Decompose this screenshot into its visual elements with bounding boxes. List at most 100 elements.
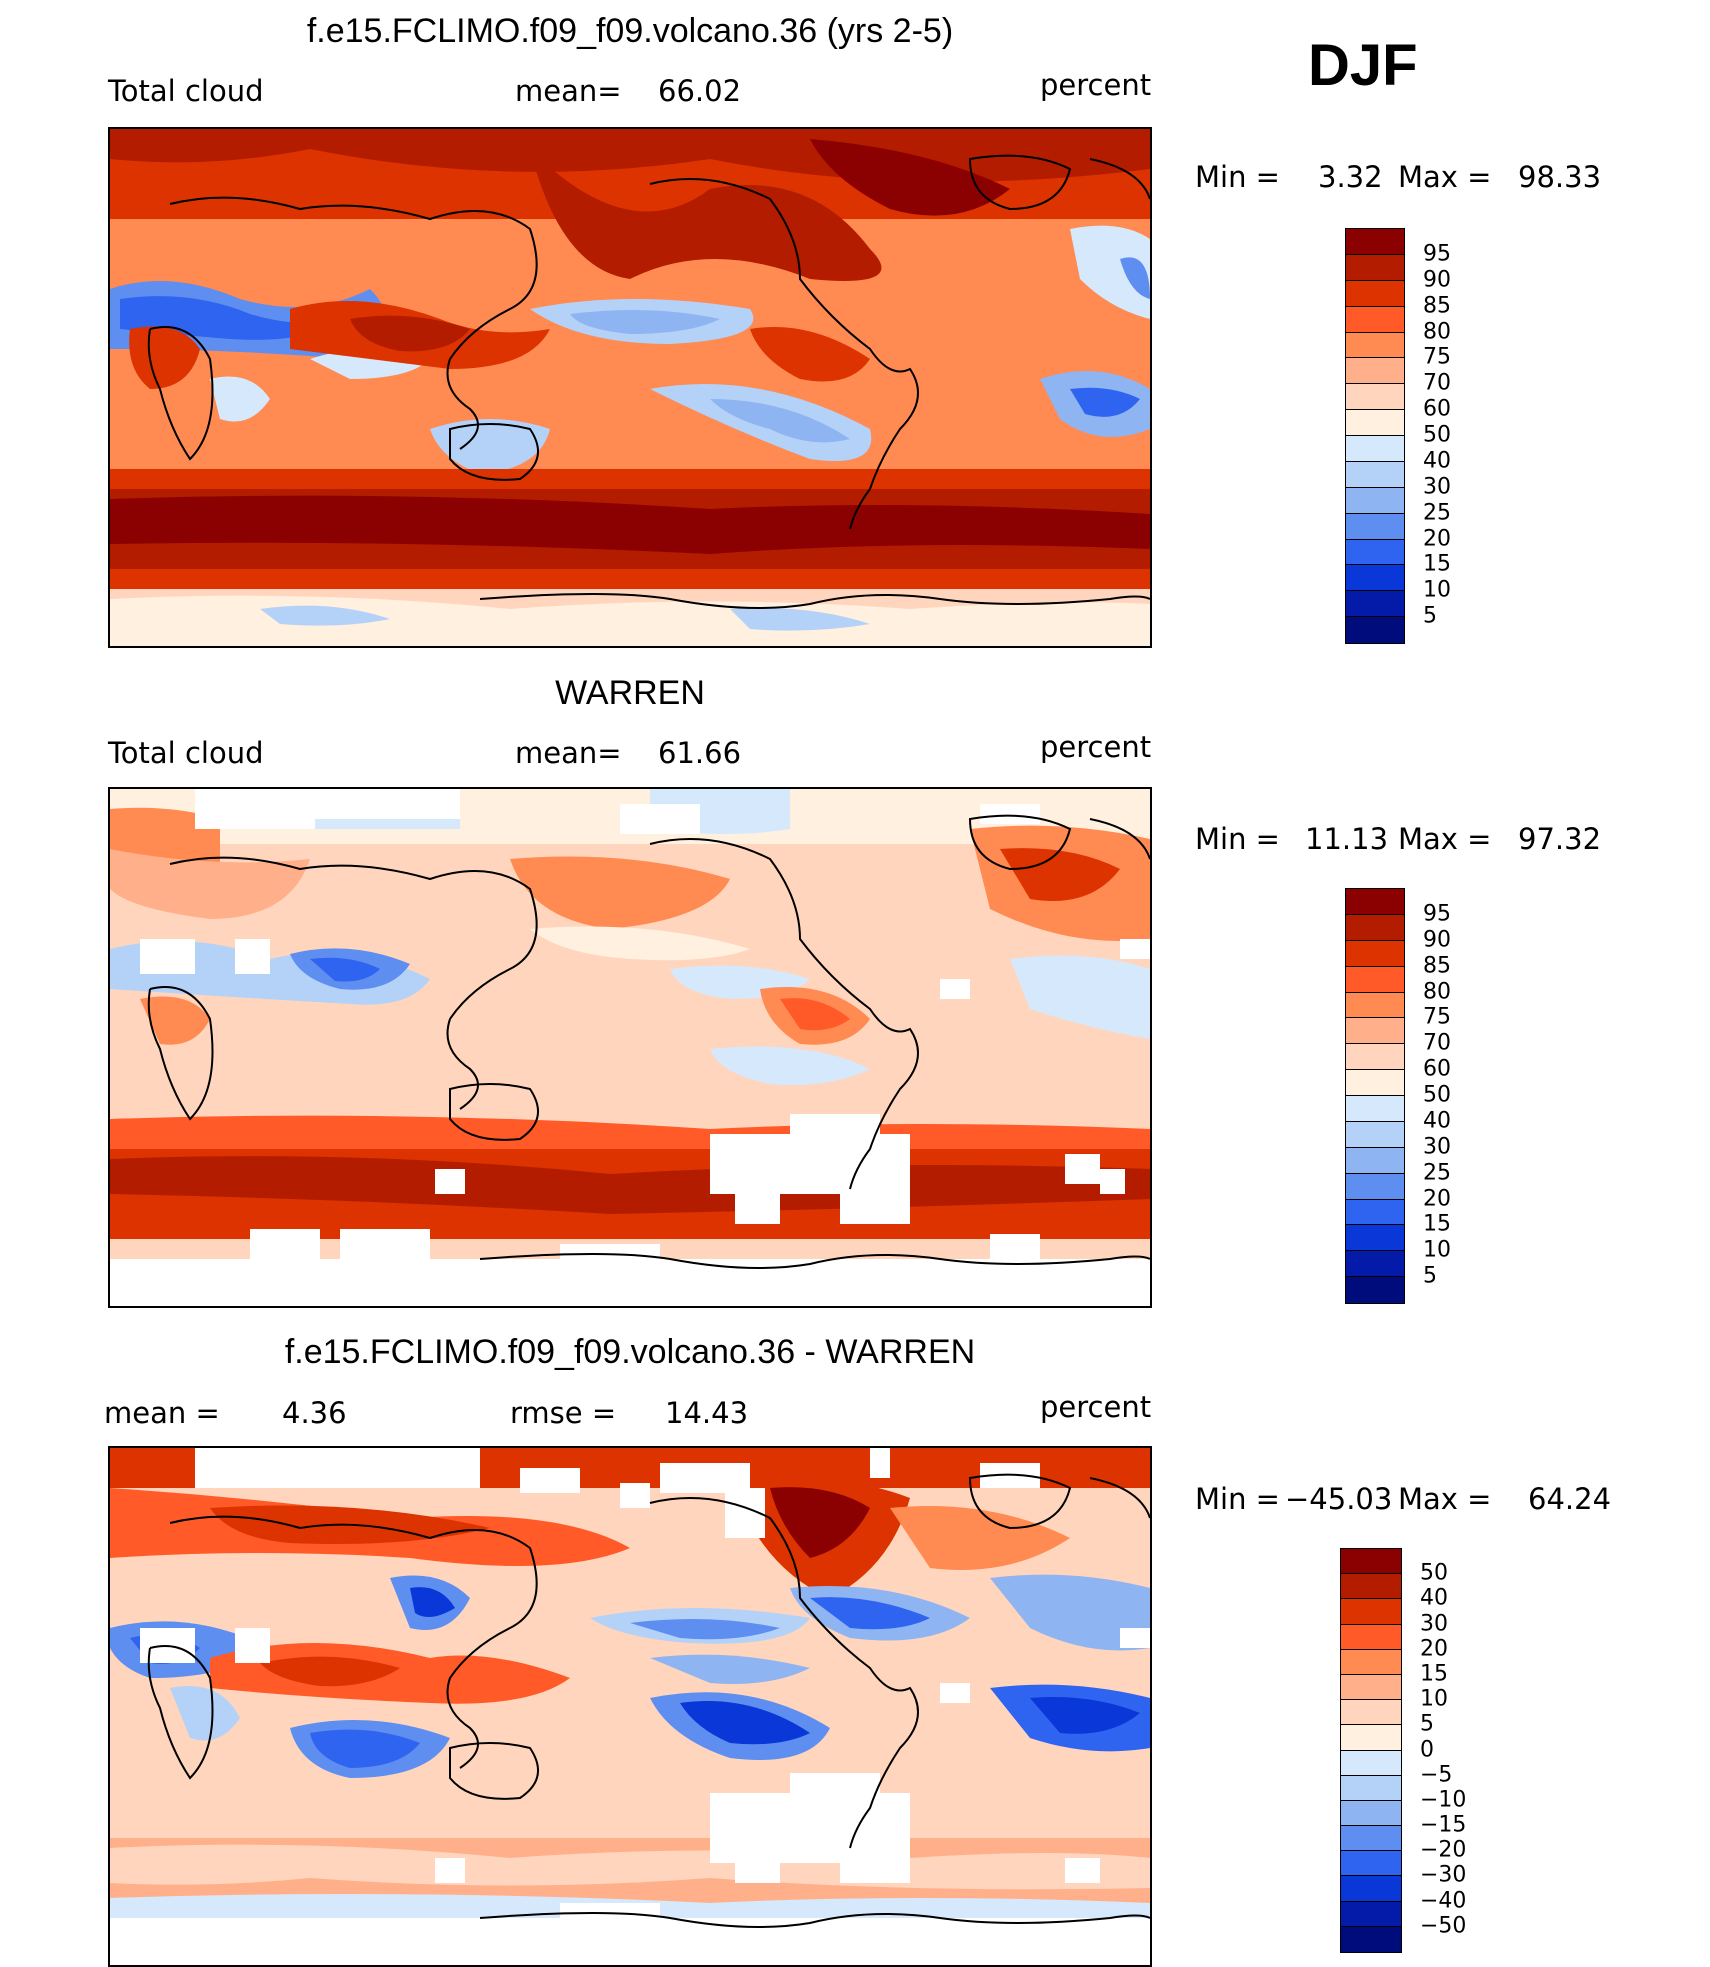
- colorbar-swatch: [1341, 1851, 1401, 1877]
- panel-3-title: f.e15.FCLIMO.f09_f09.volcano.36 - WARREN: [284, 1333, 976, 1371]
- colorbar-swatch: [1341, 1549, 1401, 1575]
- colorbar-swatch: [1346, 1121, 1404, 1148]
- colorbar-tick-label: 25: [1423, 500, 1451, 526]
- panel-2-min-value: 11.13: [1305, 822, 1389, 856]
- colorbar-tick-label: 50: [1423, 1082, 1451, 1108]
- panel-2-variable-label: Total cloud: [108, 736, 264, 770]
- panel-1-mean-label: mean=: [515, 74, 622, 108]
- panel-3-colorbar: [1340, 1548, 1402, 1953]
- panel-1-min-value: 3.32: [1318, 160, 1383, 194]
- colorbar-tick-label: 10: [1423, 577, 1451, 603]
- colorbar-swatch: [1346, 513, 1404, 540]
- colorbar-tick-label: −50: [1420, 1913, 1467, 1939]
- colorbar-swatch: [1346, 358, 1404, 385]
- panel-1-title: f.e15.FCLIMO.f09_f09.volcano.36 (yrs 2-5…: [306, 12, 954, 50]
- colorbar-tick-label: 95: [1423, 241, 1451, 267]
- colorbar-tick-label: 40: [1423, 1108, 1451, 1134]
- panel-3-mean-value: 4.36: [282, 1396, 347, 1430]
- colorbar-tick-label: 0: [1420, 1737, 1434, 1762]
- colorbar-swatch: [1341, 1750, 1401, 1776]
- colorbar-swatch: [1346, 306, 1404, 333]
- panel-3-units: percent: [1040, 1390, 1152, 1424]
- colorbar-tick-label: 60: [1423, 1056, 1451, 1082]
- panel-3-max-label: Max =: [1398, 1482, 1492, 1516]
- colorbar-swatch: [1346, 384, 1404, 411]
- colorbar-tick-label: 75: [1423, 1004, 1451, 1030]
- colorbar-swatch: [1346, 1277, 1404, 1303]
- colorbar-swatch: [1346, 1070, 1404, 1096]
- colorbar-tick-label: 70: [1423, 370, 1451, 396]
- colorbar-swatch: [1341, 1725, 1401, 1751]
- colorbar-tick-label: 15: [1420, 1661, 1448, 1687]
- colorbar-tick-label: −5: [1420, 1762, 1453, 1788]
- panel-1-colorbar-labels: 95 90 85 80 75 70 60 50 40 30 25 20 15 10 5: [1423, 228, 1503, 644]
- panel-2-min-label: Min =: [1195, 822, 1280, 856]
- colorbar-swatch: [1341, 1599, 1401, 1625]
- colorbar-tick-label: 80: [1423, 979, 1451, 1004]
- colorbar-swatch: [1341, 1649, 1401, 1675]
- colorbar-swatch: [1341, 1901, 1401, 1927]
- colorbar-tick-label: 5: [1420, 1711, 1434, 1737]
- colorbar-swatch: [1346, 332, 1404, 359]
- colorbar-tick-label: 5: [1423, 1263, 1437, 1289]
- panel-2-mean-label: mean=: [515, 736, 622, 770]
- colorbar-swatch: [1346, 1147, 1404, 1174]
- panel-3-min-label: Min =: [1195, 1482, 1280, 1516]
- colorbar-tick-label: 40: [1420, 1585, 1448, 1611]
- panel-1-max-value: 98.33: [1518, 160, 1602, 194]
- panel-3-rmse-label: rmse =: [510, 1396, 617, 1430]
- colorbar-swatch: [1346, 591, 1404, 618]
- colorbar-swatch: [1341, 1574, 1401, 1600]
- panel-1-min-label: Min =: [1195, 160, 1280, 194]
- colorbar-swatch: [1346, 1096, 1404, 1122]
- colorbar-tick-label: 85: [1423, 953, 1451, 979]
- colorbar-swatch: [1341, 1826, 1401, 1852]
- colorbar-swatch: [1341, 1800, 1401, 1827]
- panel-2-colorbar-labels: 95 90 85 80 75 70 60 50 40 30 25 20 15 10 5: [1423, 888, 1503, 1304]
- colorbar-tick-label: 10: [1423, 1237, 1451, 1263]
- panel-1-map: [108, 127, 1152, 648]
- colorbar-swatch: [1346, 436, 1404, 462]
- colorbar-swatch: [1346, 1251, 1404, 1278]
- colorbar-tick-label: 85: [1423, 293, 1451, 319]
- colorbar-tick-label: 90: [1423, 927, 1451, 953]
- colorbar-tick-label: −10: [1420, 1787, 1467, 1813]
- colorbar-swatch: [1346, 914, 1404, 941]
- panel-3-mean-label: mean =: [104, 1396, 220, 1430]
- colorbar-swatch: [1346, 1199, 1404, 1226]
- colorbar-tick-label: 50: [1423, 422, 1451, 448]
- colorbar-tick-label: 90: [1423, 267, 1451, 293]
- colorbar-tick-label: 20: [1423, 526, 1451, 551]
- panel-3-min-value: −45.03: [1285, 1482, 1393, 1516]
- colorbar-swatch: [1346, 487, 1404, 514]
- panel-1-mean-value: 66.02: [658, 74, 742, 108]
- panel-2-mean-value: 61.66: [658, 736, 742, 770]
- colorbar-swatch: [1341, 1624, 1401, 1650]
- panel-2-title: WARREN: [555, 674, 705, 712]
- colorbar-swatch: [1346, 889, 1404, 915]
- colorbar-swatch: [1346, 1018, 1404, 1045]
- panel-1-max-label: Max =: [1398, 160, 1492, 194]
- colorbar-tick-label: 40: [1423, 448, 1451, 474]
- colorbar-tick-label: 95: [1423, 901, 1451, 927]
- colorbar-swatch: [1341, 1876, 1401, 1902]
- colorbar-swatch: [1346, 1173, 1404, 1200]
- colorbar-tick-label: 10: [1420, 1686, 1448, 1712]
- panel-1-colorbar: [1345, 228, 1405, 644]
- panel-3-map: [108, 1446, 1152, 1967]
- panel-3-rmse-value: 14.43: [665, 1396, 749, 1430]
- colorbar-tick-label: −15: [1420, 1812, 1467, 1838]
- colorbar-swatch: [1346, 992, 1404, 1019]
- panel-2-colorbar: [1345, 888, 1405, 1304]
- colorbar-swatch: [1346, 280, 1404, 307]
- panel-2-map: [108, 787, 1152, 1308]
- panel-1-variable-label: Total cloud: [108, 74, 264, 108]
- colorbar-swatch: [1346, 229, 1404, 255]
- colorbar-swatch: [1346, 410, 1404, 436]
- colorbar-tick-label: 20: [1423, 1186, 1451, 1211]
- colorbar-swatch: [1346, 539, 1404, 566]
- colorbar-tick-label: 30: [1423, 1134, 1451, 1160]
- panel-1-units: percent: [1040, 68, 1152, 102]
- colorbar-tick-label: 20: [1420, 1636, 1448, 1662]
- colorbar-swatch: [1341, 1700, 1401, 1726]
